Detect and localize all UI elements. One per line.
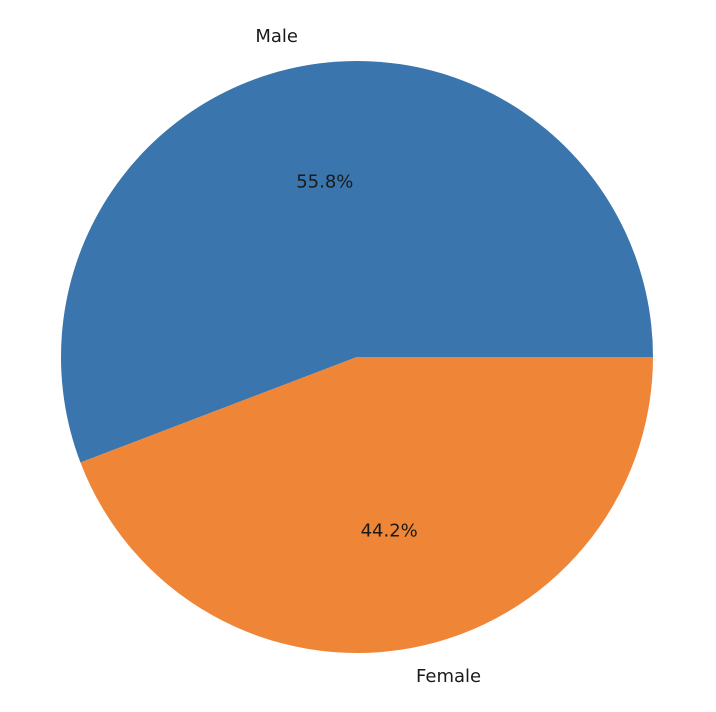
slice-label: Female [416,666,481,687]
pie-slice [80,357,653,654]
pie-slice [61,61,653,463]
slice-label: Male [255,26,298,47]
percent-label: 55.8% [296,171,353,192]
percent-label: 44.2% [361,521,418,542]
